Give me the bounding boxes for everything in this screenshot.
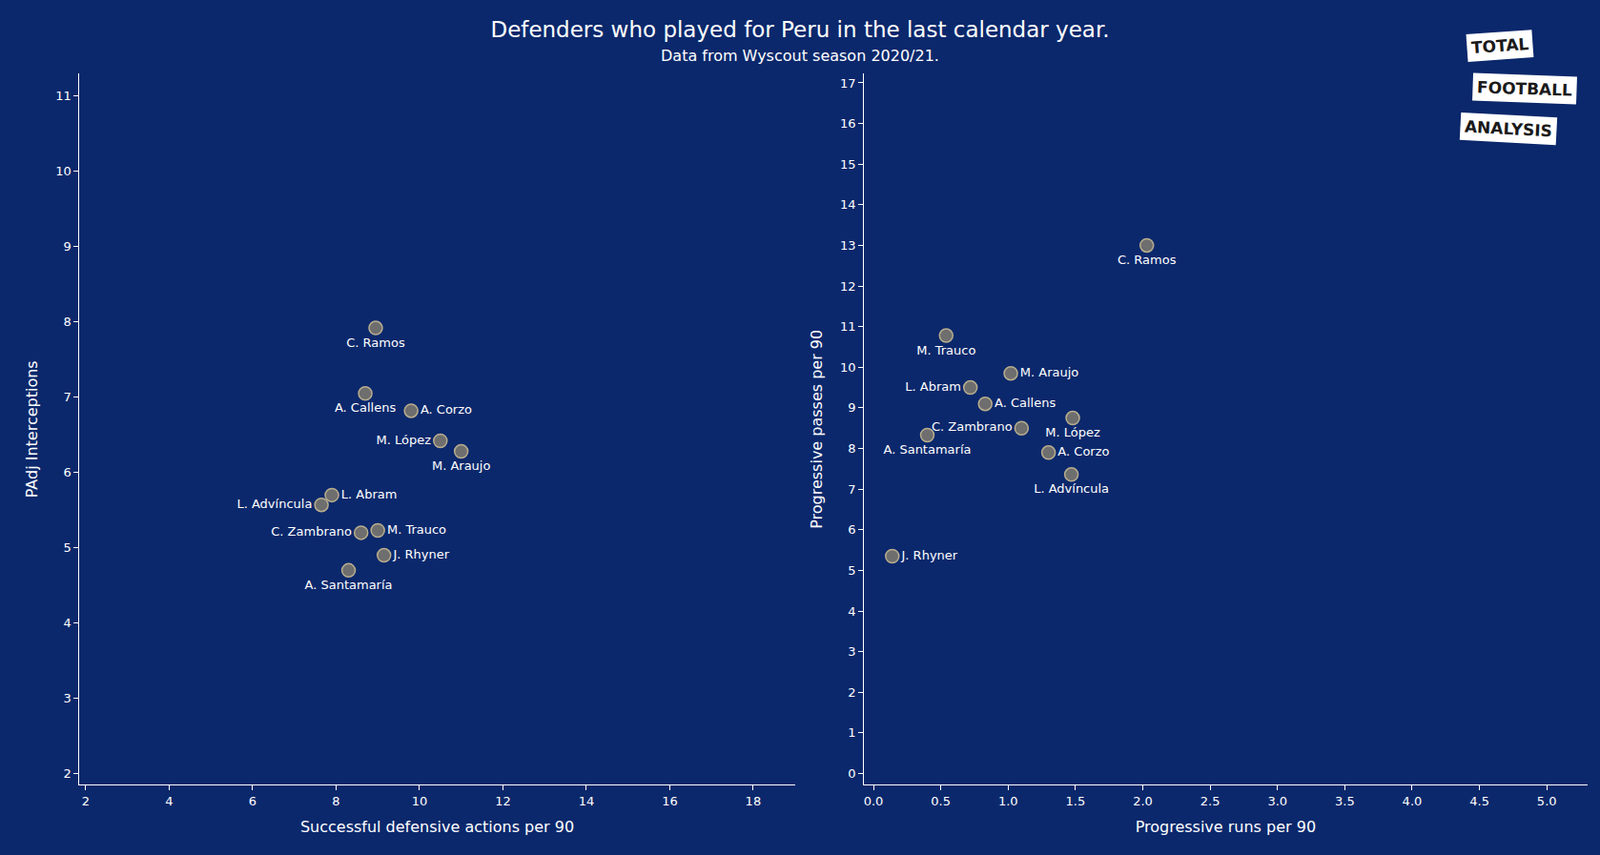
svg-text:6: 6	[63, 465, 72, 480]
svg-text:10: 10	[55, 164, 72, 179]
svg-text:M. Araujo: M. Araujo	[431, 458, 492, 473]
svg-text:8: 8	[63, 314, 72, 329]
svg-text:L. Abram: L. Abram	[341, 487, 398, 502]
svg-text:L. Abram: L. Abram	[904, 379, 962, 394]
svg-text:L. Advíncula: L. Advíncula	[236, 496, 312, 512]
svg-text:A. Santamaría: A. Santamaría	[882, 442, 971, 457]
svg-text:TOTAL: TOTAL	[1470, 34, 1530, 58]
svg-text:14: 14	[840, 197, 857, 212]
svg-text:A. Santamaría: A. Santamaría	[305, 577, 393, 593]
svg-text:16: 16	[661, 794, 678, 809]
svg-text:M. López: M. López	[376, 432, 432, 448]
svg-text:3: 3	[63, 691, 72, 706]
svg-text:13: 13	[840, 238, 857, 253]
svg-text:2: 2	[847, 685, 856, 700]
svg-text:4.5: 4.5	[1469, 794, 1490, 809]
svg-text:3.0: 3.0	[1267, 794, 1288, 809]
svg-text:Progressive runs per 90: Progressive runs per 90	[1135, 818, 1316, 837]
svg-text:ANALYSIS: ANALYSIS	[1464, 117, 1554, 142]
svg-text:3.5: 3.5	[1334, 794, 1355, 809]
svg-text:A. Callens: A. Callens	[994, 395, 1056, 411]
svg-text:Progressive passes per 90: Progressive passes per 90	[807, 329, 826, 530]
svg-text:Successful defensive actions p: Successful defensive actions per 90	[300, 818, 575, 837]
svg-text:1.5: 1.5	[1066, 794, 1087, 809]
svg-text:FOOTBALL: FOOTBALL	[1476, 77, 1574, 100]
svg-text:10: 10	[411, 794, 429, 809]
svg-text:J. Rhyner: J. Rhyner	[391, 547, 450, 562]
svg-text:8: 8	[331, 794, 340, 809]
svg-text:M. Araujo: M. Araujo	[1020, 365, 1080, 380]
svg-text:2: 2	[63, 766, 72, 781]
svg-text:3: 3	[847, 644, 856, 659]
svg-text:7: 7	[63, 389, 72, 405]
svg-text:4: 4	[847, 604, 856, 619]
svg-text:6: 6	[248, 794, 257, 809]
svg-text:9: 9	[63, 239, 72, 254]
svg-text:9: 9	[847, 400, 856, 415]
svg-text:0: 0	[847, 766, 856, 781]
svg-text:M. Trauco: M. Trauco	[387, 522, 447, 537]
svg-text:5: 5	[847, 563, 856, 578]
svg-text:16: 16	[840, 116, 857, 131]
svg-text:2: 2	[82, 794, 90, 809]
svg-text:C. Ramos: C. Ramos	[346, 335, 406, 350]
svg-text:0.0: 0.0	[863, 794, 884, 809]
svg-text:11: 11	[55, 88, 72, 103]
svg-text:J. Rhyner: J. Rhyner	[901, 548, 959, 563]
svg-text:17: 17	[840, 75, 857, 90]
svg-text:4.0: 4.0	[1402, 794, 1423, 809]
svg-text:5.0: 5.0	[1537, 794, 1558, 809]
svg-text:12: 12	[494, 794, 512, 809]
svg-text:A. Callens: A. Callens	[334, 400, 396, 415]
svg-text:M. López: M. López	[1045, 425, 1101, 440]
svg-text:1: 1	[847, 725, 856, 740]
svg-text:14: 14	[578, 794, 595, 809]
svg-text:4: 4	[164, 794, 173, 809]
svg-text:8: 8	[847, 441, 856, 456]
svg-text:Defenders who played for Peru: Defenders who played for Peru in the las…	[490, 17, 1109, 42]
svg-text:7: 7	[847, 482, 856, 497]
svg-text:6: 6	[847, 522, 856, 537]
svg-text:A. Corzo: A. Corzo	[420, 402, 472, 417]
svg-text:11: 11	[840, 319, 857, 334]
svg-text:L. Advíncula: L. Advíncula	[1033, 481, 1109, 496]
svg-text:10: 10	[840, 360, 857, 375]
svg-text:M. Trauco: M. Trauco	[916, 343, 976, 358]
svg-text:A. Corzo: A. Corzo	[1057, 444, 1109, 459]
svg-text:2.0: 2.0	[1132, 794, 1153, 809]
svg-text:5: 5	[63, 540, 72, 555]
svg-text:12: 12	[840, 279, 857, 294]
svg-text:PAdj Interceptions: PAdj Interceptions	[22, 360, 42, 498]
svg-text:C. Zambrano: C. Zambrano	[270, 524, 352, 539]
svg-text:18: 18	[745, 794, 762, 809]
svg-text:4: 4	[63, 615, 72, 631]
svg-text:C. Zambrano: C. Zambrano	[931, 419, 1013, 434]
svg-text:1.0: 1.0	[998, 794, 1019, 809]
svg-text:15: 15	[840, 157, 857, 172]
svg-text:Data from Wyscout season 2020/: Data from Wyscout season 2020/21.	[660, 46, 940, 65]
svg-text:0.5: 0.5	[930, 794, 951, 809]
svg-text:C. Ramos: C. Ramos	[1117, 252, 1177, 267]
svg-text:2.5: 2.5	[1200, 794, 1221, 809]
